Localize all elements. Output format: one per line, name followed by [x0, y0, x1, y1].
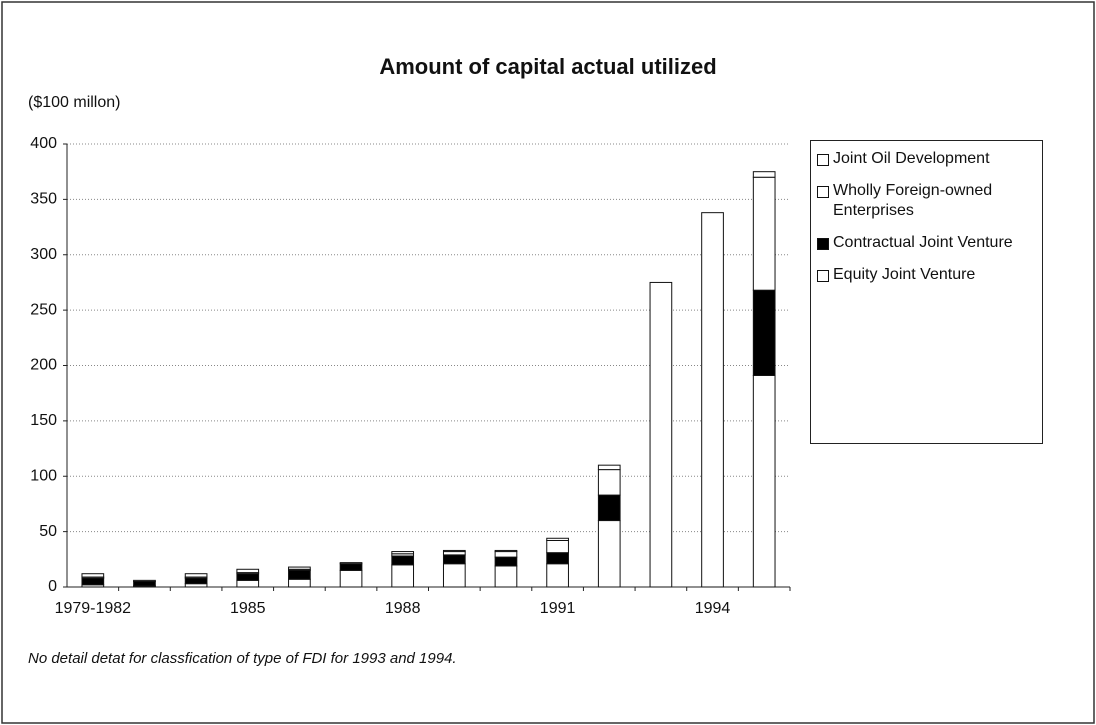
bar-segment [339, 562, 363, 565]
bar-segment [339, 569, 363, 588]
bar-segment [236, 579, 260, 588]
y-tick-label: 300 [30, 246, 57, 263]
bar-segment [752, 176, 776, 291]
bar-segment [494, 565, 518, 588]
bar-segment [391, 555, 415, 566]
annotation: No detail detat for classfication of typ… [28, 650, 457, 667]
y-axis-label: ($100 millon) [28, 94, 120, 111]
bar-segment [597, 464, 621, 471]
bar-segment [597, 469, 621, 496]
legend-item: Joint Oil Development [817, 149, 1036, 169]
y-tick-label: 350 [30, 191, 57, 208]
y-tick-label: 0 [48, 578, 57, 595]
bar-segment [288, 569, 311, 580]
y-tick-label: 400 [30, 135, 57, 152]
legend-item: Equity Joint Venture [817, 265, 1036, 285]
bar-segment [184, 573, 208, 578]
y-tick-label: 100 [30, 467, 57, 484]
x-tick-label: 1979-1982 [55, 600, 132, 617]
legend-swatch [817, 270, 829, 282]
legend-swatch [817, 154, 829, 166]
bar-segment [752, 289, 776, 376]
bar-segment [546, 552, 569, 565]
x-tick-label: 1991 [540, 600, 576, 617]
legend-swatch [817, 238, 829, 250]
bar-segment [494, 549, 518, 553]
bar-segment [546, 563, 569, 588]
bar-segment [133, 580, 156, 587]
bar-segment [288, 566, 311, 570]
bar-segment [442, 554, 466, 565]
legend-swatch [817, 186, 829, 198]
legend-item: Wholly Foreign-owned Enterprises [817, 181, 1036, 221]
bar-segment [546, 539, 569, 554]
bar-segment [236, 568, 260, 574]
bar-segment [494, 551, 518, 558]
legend-label: Equity Joint Venture [833, 266, 976, 283]
bar-segment [546, 537, 569, 541]
bar-segment [494, 556, 518, 567]
y-tick-label: 250 [30, 301, 57, 318]
bar-segment [752, 171, 776, 178]
y-tick-label: 150 [30, 412, 57, 429]
legend-label: Wholly Foreign-owned Enterprises [833, 182, 993, 219]
bar-segment [391, 564, 415, 588]
bar-segment [442, 549, 466, 553]
bar-segment [649, 281, 673, 588]
bar-segment [597, 494, 621, 522]
bar-segment [133, 579, 156, 582]
y-tick-label: 50 [39, 523, 57, 540]
bar-segment [81, 573, 105, 578]
y-tick-label: 200 [30, 357, 57, 374]
bar-segment [339, 563, 363, 571]
bar-segment [701, 212, 724, 588]
bar-segment [597, 520, 621, 588]
bar-segment [288, 578, 311, 588]
x-tick-label: 1988 [385, 600, 421, 617]
bar-segment [391, 551, 415, 555]
chart-title: Amount of capital actual utilized [379, 54, 716, 79]
bar-segment [442, 563, 466, 588]
bar-segment [752, 374, 776, 588]
bar-segment [236, 573, 260, 581]
legend-label: Contractual Joint Venture [833, 234, 1013, 251]
legend: Joint Oil Development Wholly Foreign-owne… [810, 140, 1043, 444]
bar-segment [81, 577, 105, 586]
bar-segment [184, 577, 208, 585]
x-tick-label: 1985 [230, 600, 266, 617]
legend-item: Contractual Joint Venture [817, 233, 1036, 253]
x-tick-label: 1994 [695, 600, 731, 617]
legend-label: Joint Oil Development [833, 150, 990, 167]
